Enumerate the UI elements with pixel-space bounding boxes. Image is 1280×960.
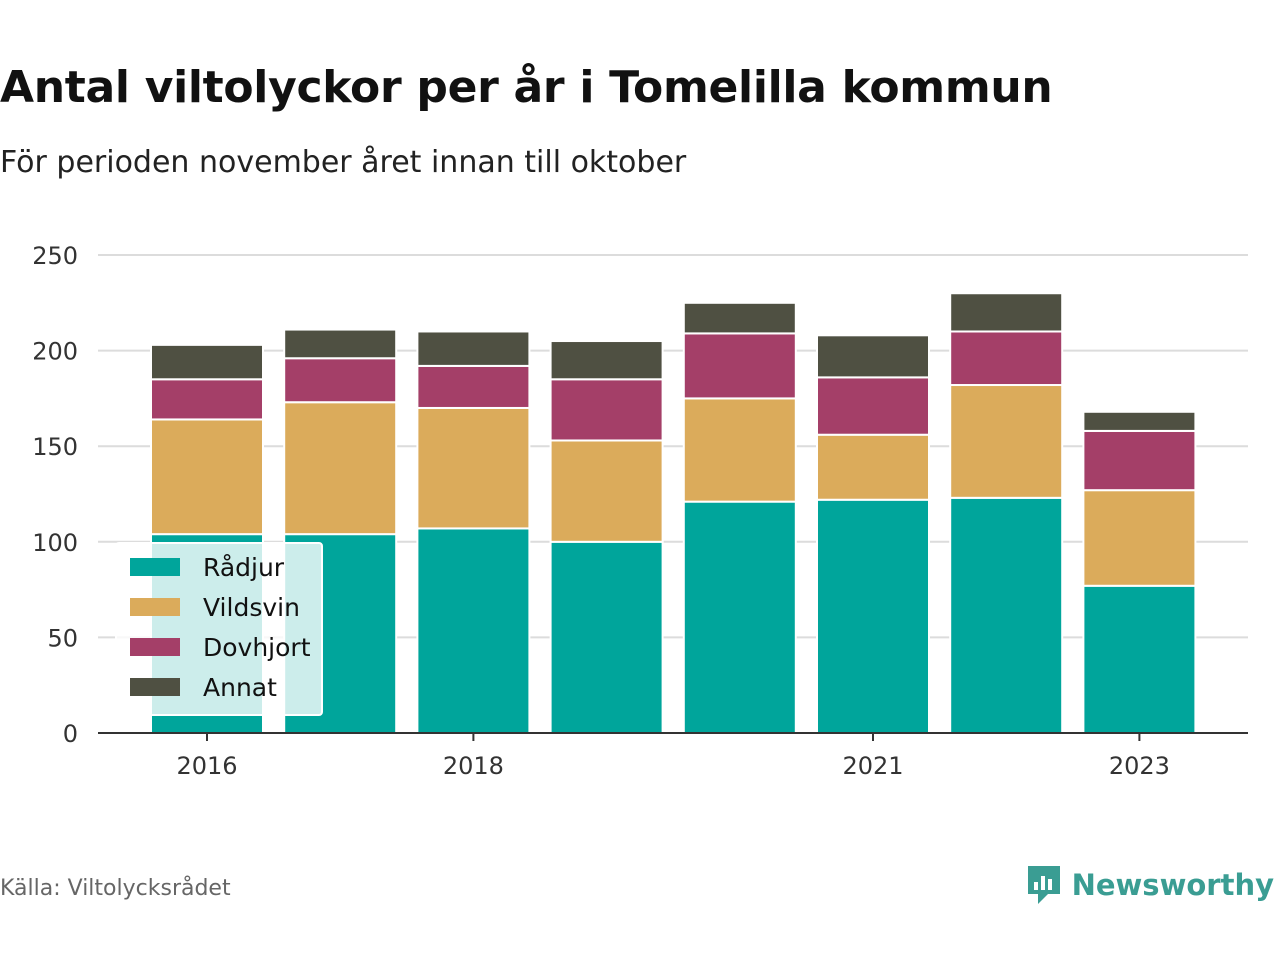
bar-segment-vildsvin-2016 (150, 418, 264, 536)
y-tick-label: 50 (47, 624, 78, 652)
bar-segment-vildsvin-2022 (949, 384, 1064, 499)
legend-box (115, 542, 323, 716)
brand-name: Newsworthy (1071, 868, 1274, 902)
newsworthy-logo-icon (1027, 866, 1060, 904)
x-tick-label: 2021 (842, 752, 903, 780)
x-tick-label: 2018 (443, 752, 504, 780)
bar-segment-annat-2017 (283, 328, 398, 360)
bar-segment-rådjur-2021 (816, 498, 930, 734)
bar-segment-vildsvin-2019 (549, 439, 664, 543)
bar-segment-annat-2022 (949, 292, 1064, 333)
bar-segment-vildsvin-2023 (1082, 489, 1197, 587)
bar-segment-rådjur-2019 (549, 540, 664, 734)
legend-swatch-dovhjort (130, 638, 180, 656)
y-tick-label: 0 (63, 720, 78, 748)
legend-label-rådjur: Rådjur (203, 553, 285, 582)
bar-segment-dovhjort-2016 (150, 378, 264, 421)
legend-label-annat: Annat (203, 673, 277, 702)
y-axis-ticks: 0 50 100 150 200 250 (32, 242, 78, 748)
bar-segment-dovhjort-2020 (682, 332, 797, 400)
bar-segment-rådjur-2023 (1082, 584, 1197, 734)
y-tick-label: 250 (32, 242, 78, 270)
stacked-bar-chart: 0 50 100 150 200 250 2016 2018 2021 2023 Rådjur V… (32, 242, 1248, 780)
bar-segment-annat-2016 (150, 343, 264, 381)
bar-segment-dovhjort-2017 (283, 357, 398, 404)
bar-segment-annat-2021 (816, 334, 930, 379)
brand-logo: Newsworthy (1026, 864, 1274, 906)
legend-label-vildsvin: Vildsvin (203, 593, 300, 622)
source-note: Källa: Viltolycksrådet (0, 876, 231, 901)
legend-swatch-rådjur (130, 558, 180, 576)
y-tick-label: 200 (32, 338, 78, 366)
legend-swatch-vildsvin (130, 598, 180, 616)
bar-segment-annat-2020 (682, 301, 797, 335)
bar-segment-rådjur-2022 (949, 496, 1064, 734)
bar-segment-rådjur-2018 (416, 527, 531, 735)
y-tick-label: 100 (32, 529, 78, 557)
legend-swatch-annat (130, 678, 180, 696)
bar-segment-dovhjort-2019 (549, 378, 664, 442)
bar-segment-vildsvin-2021 (816, 433, 930, 501)
bar-segment-annat-2019 (549, 340, 664, 381)
x-tick-label: 2016 (176, 752, 237, 780)
bar-segment-dovhjort-2023 (1082, 429, 1197, 492)
x-axis: 2016 2018 2021 2023 (98, 732, 1248, 780)
y-tick-label: 150 (32, 433, 78, 461)
legend-label-dovhjort: Dovhjort (203, 633, 311, 662)
chart-subtitle: För perioden november året innan till ok… (0, 145, 687, 180)
bar-segment-dovhjort-2021 (816, 376, 930, 436)
bar-segment-annat-2018 (416, 330, 531, 367)
bar-segment-dovhjort-2022 (949, 330, 1064, 387)
bar-segment-vildsvin-2017 (283, 401, 398, 536)
bar-segment-vildsvin-2020 (682, 397, 797, 503)
bar-segment-vildsvin-2018 (416, 406, 531, 530)
bar-segment-annat-2023 (1082, 410, 1197, 432)
bar-segment-dovhjort-2018 (416, 364, 531, 409)
chart-title: Antal viltolyckor per år i Tomelilla kom… (0, 62, 1053, 113)
bar-segment-rådjur-2020 (682, 500, 797, 735)
x-tick-label: 2023 (1109, 752, 1170, 780)
legend: Rådjur Vildsvin Dovhjort Annat (115, 542, 323, 716)
